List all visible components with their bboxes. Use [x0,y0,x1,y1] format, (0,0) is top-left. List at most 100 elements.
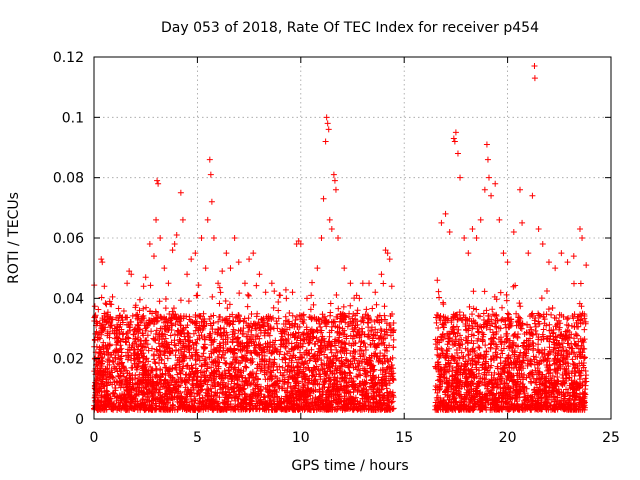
noise-point [373,301,380,308]
noise-point [222,297,229,304]
noise-point [334,374,341,381]
noise-point [435,324,442,331]
noise-point [271,288,278,295]
noise-point [209,293,216,300]
noise-point [253,313,260,320]
noise-point [289,312,296,319]
noise-point [335,305,342,312]
noise-point [381,312,388,319]
noise-point [543,287,550,294]
noise-point [499,304,506,311]
noise-point [216,314,223,321]
noise-point [148,328,155,335]
noise-point [162,305,169,312]
noise-point [147,282,154,289]
noise-point [310,301,317,308]
noise-point [253,370,260,377]
noise-point [545,306,552,313]
noise-point [538,295,545,302]
noise-point [193,292,200,299]
noise-point [270,304,277,311]
noise-point [363,306,370,313]
noise-point [307,306,314,313]
noise-point [549,304,556,311]
noise-point [354,307,361,314]
noise-point [252,406,259,413]
noise-point [136,296,143,303]
noise-point [244,291,251,298]
noise-point [107,322,114,329]
noise-point [548,311,555,318]
noise-point [390,336,397,343]
noise-point [170,305,177,312]
noise-point [570,280,577,287]
noise-point [381,303,388,310]
noise-point [219,351,226,358]
noise-point [297,349,304,356]
noise-point [253,325,260,332]
noise-point [284,379,291,386]
noise-point [344,323,351,330]
noise-point [223,360,230,367]
data-points [91,63,590,413]
noise-point [143,304,150,311]
noise-point [349,378,356,385]
noise-point [151,359,158,366]
noise-point [459,355,466,362]
noise-point [132,372,139,379]
noise-point [95,306,102,313]
noise-point [355,383,362,390]
chart-title: Day 053 of 2018, Rate Of TEC Index for r… [161,20,539,36]
noise-point [91,337,98,344]
noise-point [292,316,299,323]
noise-point [166,311,173,318]
noise-point [317,323,324,330]
noise-point [224,305,231,312]
noise-point [503,291,510,298]
noise-point [518,325,525,332]
noise-point [216,300,223,307]
noise-point [340,303,347,310]
noise-point [156,298,163,305]
noise-point [151,336,158,343]
noise-point [365,320,372,327]
noise-point [354,310,361,317]
noise-point [142,325,149,332]
noise-point [200,344,207,351]
noise-point [583,372,590,379]
noise-point [282,286,289,293]
noise-point [517,303,524,310]
noise-point [115,305,122,312]
noise-point [237,359,244,366]
noise-point [328,349,335,356]
noise-point [369,305,376,312]
noise-point [112,354,119,361]
noise-point [387,332,394,339]
noise-point [435,288,442,295]
noise-point [222,359,229,366]
noise-point [245,323,252,330]
noise-point [198,363,205,370]
noise-point [330,353,337,360]
noise-point [300,320,307,327]
noise-point [347,302,354,309]
noise-point [516,300,523,307]
noise-point [253,282,260,289]
noise-point [271,356,278,363]
noise-point [192,361,199,368]
noise-point [145,358,152,365]
noise-point [109,293,116,300]
noise-point [91,303,98,310]
noise-point [438,345,445,352]
noise-point [497,289,504,296]
noise-point [177,297,184,304]
noise-point [481,288,488,295]
noise-point [327,346,334,353]
noise-point [275,307,282,314]
noise-point [489,306,496,313]
noise-point [167,332,174,339]
noise-point [476,344,483,351]
noise-point [98,294,105,301]
noise-point [195,282,202,289]
